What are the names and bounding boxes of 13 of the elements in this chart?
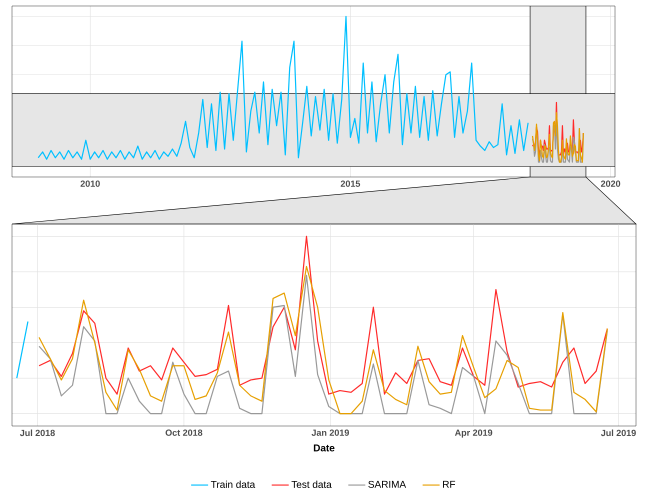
x-axis-title: Date <box>314 444 334 452</box>
x-tick-label: 2010 <box>80 180 100 187</box>
x-tick-label: Oct 2018 <box>166 430 202 436</box>
legend-label: RF <box>443 480 456 488</box>
x-tick-label: 2020 <box>600 180 620 187</box>
legend-label: Train data <box>210 480 256 488</box>
legend-label: SARIMA <box>368 480 406 488</box>
x-tick-label: Jan 2019 <box>312 430 349 436</box>
x-tick-label: Apr 2019 <box>454 430 492 438</box>
legend-label: Test data <box>292 480 332 488</box>
x-tick-label: 2015 <box>340 180 360 187</box>
x-tick-label: Jul 2019 <box>600 430 636 436</box>
x-tick-label: Jul 2018 <box>20 430 55 436</box>
